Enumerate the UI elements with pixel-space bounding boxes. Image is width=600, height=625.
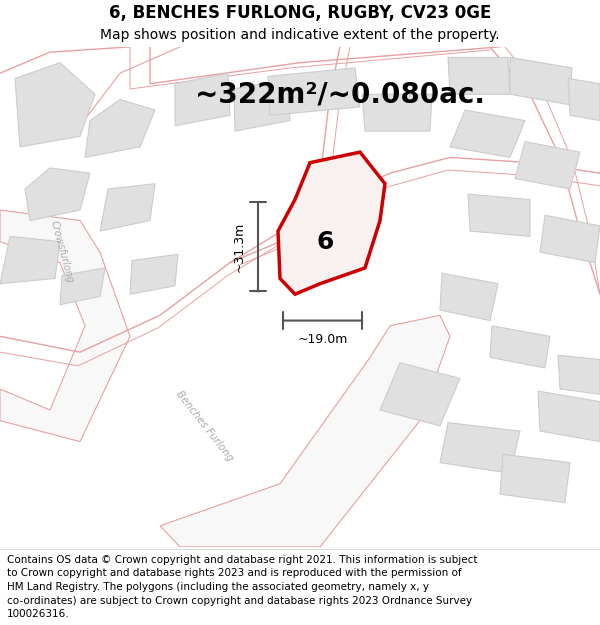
Text: ~31.3m: ~31.3m	[233, 222, 246, 272]
Text: 6: 6	[316, 229, 334, 254]
Text: Benches Furlong: Benches Furlong	[175, 389, 236, 463]
Polygon shape	[538, 391, 600, 442]
Polygon shape	[60, 268, 105, 305]
Polygon shape	[380, 362, 460, 426]
Polygon shape	[362, 94, 432, 131]
Polygon shape	[15, 62, 95, 147]
Polygon shape	[130, 254, 178, 294]
Text: 100026316.: 100026316.	[7, 609, 70, 619]
Polygon shape	[234, 79, 290, 131]
Polygon shape	[448, 58, 510, 94]
Polygon shape	[0, 236, 60, 284]
Polygon shape	[175, 73, 230, 126]
Polygon shape	[450, 110, 525, 158]
Polygon shape	[540, 215, 600, 262]
Polygon shape	[440, 273, 498, 321]
Polygon shape	[278, 152, 385, 294]
Polygon shape	[440, 422, 520, 473]
Polygon shape	[25, 168, 90, 221]
Text: co-ordinates) are subject to Crown copyright and database rights 2023 Ordnance S: co-ordinates) are subject to Crown copyr…	[7, 596, 472, 606]
Text: ~19.0m: ~19.0m	[298, 333, 347, 346]
Polygon shape	[515, 142, 580, 189]
Text: ~322m²/~0.080ac.: ~322m²/~0.080ac.	[195, 80, 485, 108]
Polygon shape	[468, 194, 530, 236]
Polygon shape	[558, 355, 600, 394]
Text: Map shows position and indicative extent of the property.: Map shows position and indicative extent…	[100, 28, 500, 42]
Polygon shape	[500, 454, 570, 503]
Polygon shape	[490, 326, 550, 368]
Polygon shape	[0, 210, 130, 442]
Text: Crowsfurlong: Crowsfurlong	[49, 220, 75, 284]
Polygon shape	[510, 58, 572, 105]
Text: HM Land Registry. The polygons (including the associated geometry, namely x, y: HM Land Registry. The polygons (includin…	[7, 582, 429, 592]
Polygon shape	[268, 68, 360, 115]
Polygon shape	[85, 99, 155, 158]
Polygon shape	[100, 184, 155, 231]
Text: 6, BENCHES FURLONG, RUGBY, CV23 0GE: 6, BENCHES FURLONG, RUGBY, CV23 0GE	[109, 4, 491, 22]
Polygon shape	[160, 315, 450, 547]
Text: Contains OS data © Crown copyright and database right 2021. This information is : Contains OS data © Crown copyright and d…	[7, 555, 478, 565]
Polygon shape	[568, 79, 600, 121]
Text: to Crown copyright and database rights 2023 and is reproduced with the permissio: to Crown copyright and database rights 2…	[7, 568, 462, 578]
